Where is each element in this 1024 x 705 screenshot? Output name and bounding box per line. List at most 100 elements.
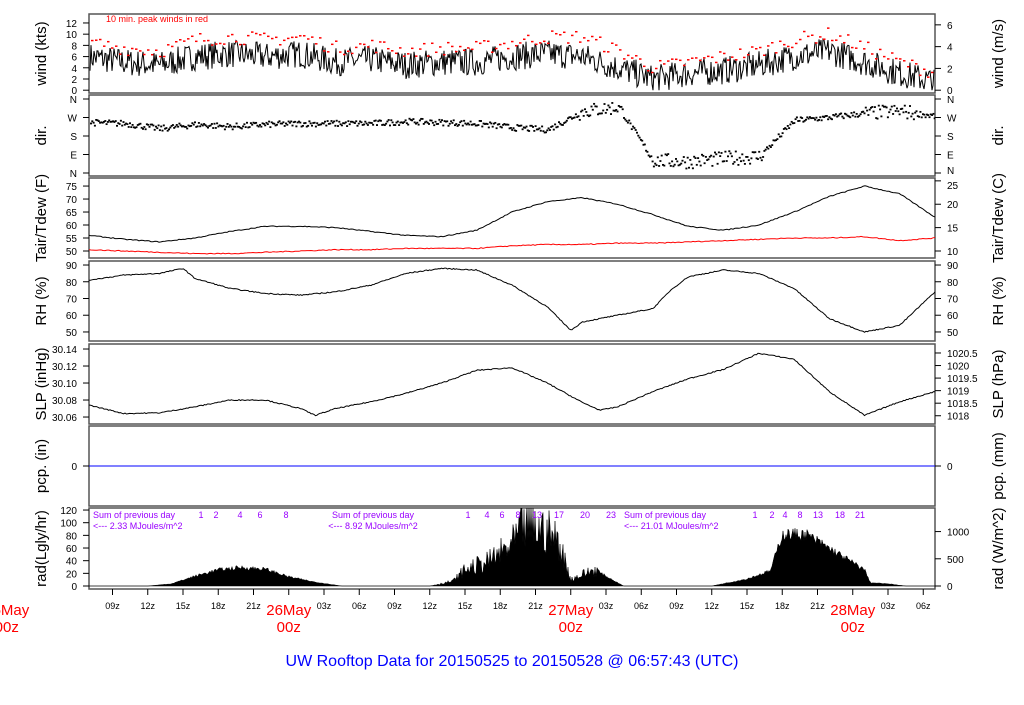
plot-area-dir [90,102,935,170]
wind-dir-point [693,155,696,158]
wind-dir-point [331,121,334,124]
wind-dir-point [321,122,324,124]
wind-dir-point [541,125,544,128]
wind-dir-point [132,126,135,129]
wind-dir-point [494,121,497,124]
wind-dir-point [799,116,802,119]
wind-dir-point [914,111,917,114]
wind-dir-point [217,125,220,128]
wind-dir-point [732,162,735,165]
wind-dir-point [903,104,906,107]
x-tick-label: 18z [775,601,790,611]
date-hour-label: 00z [559,619,583,636]
wind-dir-point [873,106,876,108]
wind-dir-point [179,124,182,127]
wind-dir-point [608,106,611,109]
wind-dir-point [677,164,680,167]
wind-dir-point [844,112,846,115]
wind-dir-point [192,123,195,126]
wind-dir-point [678,163,681,166]
wind-dir-point [103,120,105,123]
wind-dir-point [699,164,702,167]
wind-dir-point [399,121,402,124]
wind-dir-point [730,155,733,158]
wind-dir-point [407,123,410,126]
daily-sum-value: <--- 21.01 MJoules/m^2 [624,521,719,531]
wind-dir-point [772,139,775,142]
wind-dir-point [307,124,310,127]
wind-dir-point [733,161,736,163]
wind-dir-point [491,125,494,128]
y-tick-label-left: 60 [66,544,78,555]
wind-dir-point [381,124,384,126]
panel-slp: SLP (inHg) SLP (hPa) 30.06 30.08 30.10 30.12 3… [33,343,1007,425]
wind-dir-point [413,121,416,124]
wind-dir-point [151,123,154,126]
wind-dir-point [673,163,676,166]
wind-dir-point [578,118,581,121]
wind-dir-point [551,125,554,128]
wind-dir-point [599,112,602,115]
wind-dir-point [698,160,701,163]
wind-dir-point [96,119,99,122]
wind-dir-point [105,123,108,126]
wind-dir-point [92,121,95,124]
wind-dir-point [355,120,358,123]
wind-dir-point [378,119,381,122]
wind-dir-point [667,153,670,155]
y-tick-label-left: 6 [71,53,77,64]
wind-dir-point [555,126,558,129]
wind-dir-point [790,120,793,123]
wind-dir-point [409,118,412,121]
wind-dir-point [160,125,163,128]
wind-dir-point [806,116,809,119]
wind-dir-point [807,117,810,120]
y-tick-label-left: 30.12 [52,362,77,373]
date-label: 25May [0,602,30,619]
wind-dir-point [329,122,332,125]
wind-dir-point [814,118,817,121]
wind-dir-point [448,122,451,125]
wind-dir-point [248,126,251,128]
wind-dir-point [890,105,893,108]
wind-dir-point [729,152,732,155]
wind-dir-point [864,106,867,109]
wind-dir-point [747,159,750,162]
wind-dir-point [597,113,599,116]
wind-dir-point [610,113,612,115]
wind-dir-point [446,120,449,123]
wind-dir-point [183,125,186,128]
wind-dir-point [825,115,828,117]
wind-dir-point [665,154,668,157]
wind-dir-point [125,122,128,125]
wind-dir-point [474,124,477,127]
wind-dir-point [623,117,625,119]
wind-dir-point [643,143,646,146]
wind-dir-point [330,120,333,122]
wind-dir-point [560,123,563,126]
plot-area-slp [89,352,935,417]
wind-dir-point [108,119,111,122]
y-tick-label-right: 4 [947,43,953,54]
wind-dir-point [548,129,551,131]
wind-dir-point [517,124,520,127]
wind-dir-point [394,124,397,126]
wind-dir-point [519,124,521,127]
wind-dir-point [894,110,897,112]
wind-dir-point [91,120,94,123]
wind-dir-point [676,160,679,163]
wind-dir-point [266,123,269,126]
wind-dir-point [711,164,714,167]
wind-dir-point [751,151,754,154]
y-tick-label-right: 0 [947,86,953,97]
wind-dir-point [834,113,837,116]
y-tick-label-right: 500 [947,555,964,566]
wind-dir-point [502,123,505,126]
wind-dir-point [875,117,878,119]
wind-dir-point [625,120,628,122]
wind-dir-point [821,115,824,118]
wind-dir-point [235,122,238,125]
wind-dir-point [174,125,177,128]
wind-dir-point [630,128,633,131]
wind-dir-point [95,118,98,121]
